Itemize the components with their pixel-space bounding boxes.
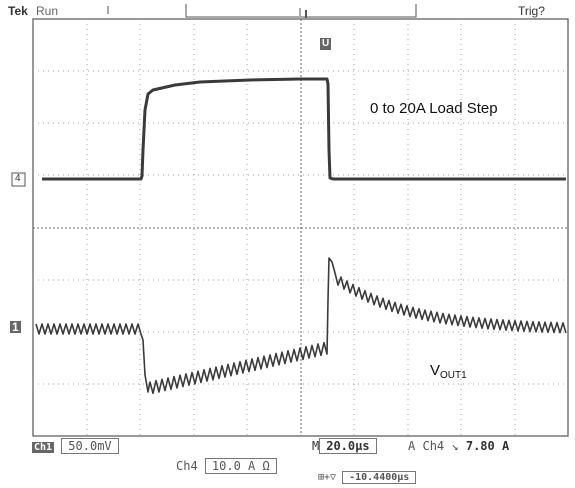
trigger-source: Ch4 (422, 439, 445, 453)
trigger-slope-icon: ↘ (451, 439, 459, 453)
vout-annotation: VOUT1 (430, 362, 467, 381)
load-step-annotation: 0 to 20A Load Step (370, 100, 498, 117)
ch1-readout-label: Ch1 (32, 442, 55, 453)
graticule-center-axes (33, 19, 568, 436)
ch4-readout-label: Ch4 (176, 459, 198, 473)
timebase-prefix: M (312, 439, 320, 453)
trigger-readout: A Ch4 ↘ 7.80 A (408, 439, 509, 453)
delay-readout: ⊞+▽ -10.4400μs (318, 471, 417, 484)
ch4-readout: Ch4 10.0 A Ω (176, 458, 277, 474)
current-trace-ch4 (42, 77, 566, 181)
vout-subscript-text: OUT1 (440, 370, 467, 381)
brand-label: Tek (8, 4, 28, 18)
ch1-readout: Ch1 50.0mV (32, 438, 119, 454)
delay-value: -10.4400μs (342, 471, 417, 484)
ch1-marker-label: 1 (10, 320, 21, 334)
ch1-scale-value: 50.0mV (61, 438, 119, 454)
trigger-mode: A (408, 439, 416, 453)
vout-main-text: V (430, 362, 441, 379)
trigger-status-label: Trig? (518, 4, 545, 18)
graticule-grid (33, 19, 568, 436)
trigger-position-marker: U (320, 38, 332, 50)
vout-trace-ch1 (35, 257, 567, 395)
run-state-label: Run (36, 4, 59, 18)
trigger-level: 7.80 A (465, 439, 510, 453)
ch4-scale-value: 10.0 A Ω (204, 458, 277, 474)
timebase-readout: M 20.0μs (312, 438, 377, 454)
ch4-ground-marker (11, 172, 26, 187)
record-bar (107, 4, 417, 18)
delay-prefix: ⊞+▽ (318, 472, 337, 483)
ch4-marker-label: 4 (15, 173, 21, 184)
timebase-value: 20.0μs (319, 438, 377, 454)
